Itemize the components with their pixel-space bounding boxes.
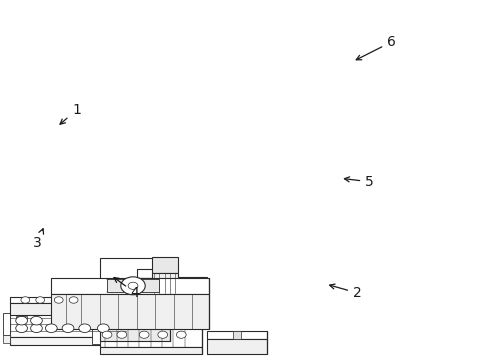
- Circle shape: [79, 324, 91, 333]
- Circle shape: [121, 277, 145, 295]
- Circle shape: [128, 282, 138, 289]
- Polygon shape: [99, 347, 202, 355]
- Polygon shape: [170, 277, 207, 286]
- Circle shape: [54, 297, 63, 303]
- Polygon shape: [10, 312, 125, 337]
- Polygon shape: [3, 314, 10, 336]
- Circle shape: [69, 297, 78, 303]
- Polygon shape: [51, 278, 209, 294]
- Text: 2: 2: [330, 284, 362, 300]
- Circle shape: [30, 316, 42, 325]
- Polygon shape: [207, 339, 267, 355]
- Polygon shape: [99, 258, 170, 306]
- Polygon shape: [207, 331, 267, 339]
- Circle shape: [62, 324, 74, 333]
- Polygon shape: [99, 306, 170, 341]
- Polygon shape: [51, 294, 209, 329]
- Polygon shape: [151, 257, 177, 273]
- Polygon shape: [10, 297, 92, 303]
- Circle shape: [176, 331, 186, 338]
- Circle shape: [16, 324, 27, 333]
- Circle shape: [117, 331, 127, 338]
- Circle shape: [98, 324, 109, 333]
- Polygon shape: [107, 279, 159, 292]
- Polygon shape: [99, 323, 202, 347]
- Text: 5: 5: [344, 175, 374, 189]
- Circle shape: [102, 331, 112, 338]
- Polygon shape: [233, 331, 241, 339]
- Polygon shape: [137, 269, 170, 278]
- Circle shape: [30, 324, 42, 333]
- Polygon shape: [170, 286, 207, 296]
- Circle shape: [16, 316, 27, 325]
- Polygon shape: [10, 303, 92, 315]
- Text: 3: 3: [33, 229, 44, 250]
- Text: 1: 1: [60, 103, 81, 124]
- Circle shape: [21, 297, 30, 303]
- Text: 4: 4: [114, 278, 140, 300]
- Text: 6: 6: [356, 35, 396, 60]
- Polygon shape: [3, 336, 10, 343]
- Polygon shape: [72, 298, 89, 302]
- Polygon shape: [16, 316, 27, 319]
- Polygon shape: [137, 278, 170, 288]
- Circle shape: [158, 331, 168, 338]
- Polygon shape: [92, 325, 99, 344]
- Polygon shape: [151, 273, 177, 293]
- Polygon shape: [10, 337, 125, 345]
- Circle shape: [36, 297, 45, 303]
- Circle shape: [139, 331, 149, 338]
- Circle shape: [46, 324, 57, 333]
